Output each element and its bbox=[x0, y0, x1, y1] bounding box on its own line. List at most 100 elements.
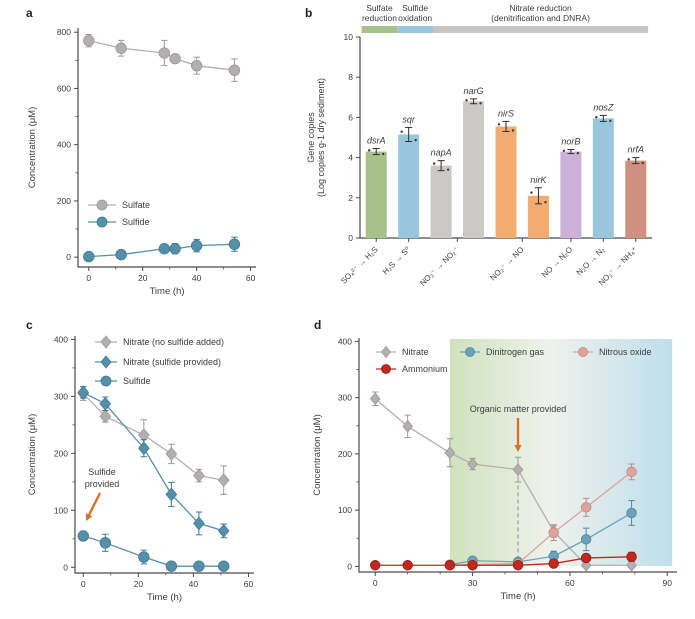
bar-napA bbox=[430, 165, 452, 238]
legend-item: Sulfate bbox=[88, 199, 150, 211]
y-axis-title: Concentration (μM) bbox=[27, 414, 38, 496]
data-point bbox=[115, 42, 127, 54]
data-point bbox=[217, 473, 230, 488]
data-point bbox=[626, 551, 637, 563]
x-tick-label: 0 bbox=[81, 579, 86, 589]
legend-label: Nitrate (no sulfide added) bbox=[123, 337, 224, 347]
legend-item: Nitrate bbox=[376, 345, 429, 359]
y-axis-title: Concentration (μM) bbox=[27, 107, 38, 189]
replicate-dot bbox=[465, 99, 468, 102]
x-tick-label: NO₃⁻ → NO₂⁻ bbox=[418, 245, 461, 288]
x-tick-label: NO → N₂O bbox=[540, 245, 574, 279]
data-point bbox=[83, 250, 95, 263]
y-tick-label: 400 bbox=[57, 140, 71, 150]
replicate-dot bbox=[382, 152, 385, 156]
group-strip bbox=[361, 26, 398, 33]
legend-item: Nitrate (no sulfide added) bbox=[95, 335, 224, 349]
y-tick-label: 300 bbox=[338, 393, 352, 403]
y-tick-label: 4 bbox=[348, 153, 353, 163]
annotation-text: Organic matter provided bbox=[470, 404, 567, 414]
annotation-text: Sulfide bbox=[88, 467, 116, 477]
data-point bbox=[512, 560, 524, 571]
data-point bbox=[190, 59, 203, 72]
x-tick-label: 20 bbox=[134, 579, 144, 589]
series-nitrate bbox=[369, 391, 637, 572]
data-point bbox=[381, 364, 391, 374]
legend-item: Ammonium bbox=[376, 364, 448, 374]
axes bbox=[74, 336, 254, 574]
x-tick-label: SO₄²⁻ → H₂S bbox=[339, 245, 380, 286]
replicate-dot bbox=[609, 119, 612, 123]
data-point bbox=[467, 560, 478, 571]
data-point bbox=[169, 52, 181, 65]
y-tick-label: 100 bbox=[54, 505, 68, 515]
replicate-dot bbox=[595, 115, 598, 119]
data-point bbox=[193, 468, 205, 483]
data-point bbox=[218, 560, 230, 572]
y-tick-label: 6 bbox=[348, 112, 353, 122]
data-point bbox=[380, 345, 392, 359]
data-point bbox=[217, 523, 230, 538]
data-point bbox=[115, 248, 127, 261]
axes bbox=[77, 28, 256, 268]
x-axis-title: Time (h) bbox=[149, 286, 184, 297]
data-point bbox=[138, 441, 150, 456]
group-header: reduction bbox=[362, 13, 397, 23]
legend-item: Sulfide bbox=[95, 375, 151, 387]
y-tick-label: 200 bbox=[57, 196, 71, 206]
replicate-dot bbox=[497, 123, 501, 126]
legend-label: Sulfide bbox=[123, 376, 151, 386]
series-ammonium bbox=[370, 551, 637, 571]
data-point bbox=[190, 239, 203, 252]
data-point bbox=[96, 199, 108, 211]
x-tick-label: NO₂⁻ → NO bbox=[488, 245, 525, 282]
data-point bbox=[228, 238, 241, 250]
y-tick-label: 0 bbox=[347, 561, 352, 571]
axes bbox=[358, 338, 677, 573]
y-tick-label: 300 bbox=[54, 391, 68, 401]
data-point bbox=[444, 446, 456, 460]
group-header: oxidation bbox=[398, 13, 432, 23]
shaded-region bbox=[449, 339, 673, 566]
x-tick-label: 40 bbox=[189, 579, 199, 589]
legend-item: Nitrous oxide bbox=[573, 347, 652, 357]
x-tick-label: 0 bbox=[373, 578, 378, 588]
data-point bbox=[100, 335, 112, 349]
data-point bbox=[165, 560, 178, 572]
bar-nirK bbox=[527, 195, 549, 238]
group-header: (denitrification and DNRA) bbox=[491, 13, 590, 23]
data-point bbox=[369, 392, 381, 406]
data-point bbox=[402, 560, 413, 571]
data-point bbox=[77, 530, 89, 542]
y-tick-label: 8 bbox=[348, 72, 353, 82]
legend-label: Nitrate bbox=[402, 347, 429, 357]
series-sulfide bbox=[83, 236, 241, 263]
bar-dsrA bbox=[365, 151, 387, 238]
legend-item: Dinitrogen gas bbox=[460, 347, 545, 357]
x-axis-title: Time (h) bbox=[500, 591, 535, 602]
data-point bbox=[77, 385, 90, 400]
panel-a: a 0 20 40 60 0 200 400 600 800 Time (h) Concentrat… bbox=[0, 0, 300, 310]
data-point bbox=[626, 558, 637, 572]
gene-label: nirK bbox=[530, 175, 547, 185]
x-tick-label: 20 bbox=[138, 273, 148, 283]
group-header: Nitrate reduction bbox=[509, 3, 572, 13]
data-point bbox=[512, 463, 524, 477]
data-point bbox=[165, 487, 178, 502]
data-point bbox=[158, 243, 171, 255]
data-point bbox=[444, 560, 456, 571]
series-line bbox=[375, 556, 632, 566]
gene-label: nrfA bbox=[628, 145, 645, 155]
series-line bbox=[374, 398, 632, 566]
data-point bbox=[158, 47, 171, 59]
data-point bbox=[467, 457, 478, 471]
y-tick-label: 0 bbox=[348, 233, 353, 243]
panel-a-label: a bbox=[26, 6, 33, 20]
bar-norB bbox=[560, 151, 582, 238]
y-tick-label: 200 bbox=[338, 449, 352, 459]
